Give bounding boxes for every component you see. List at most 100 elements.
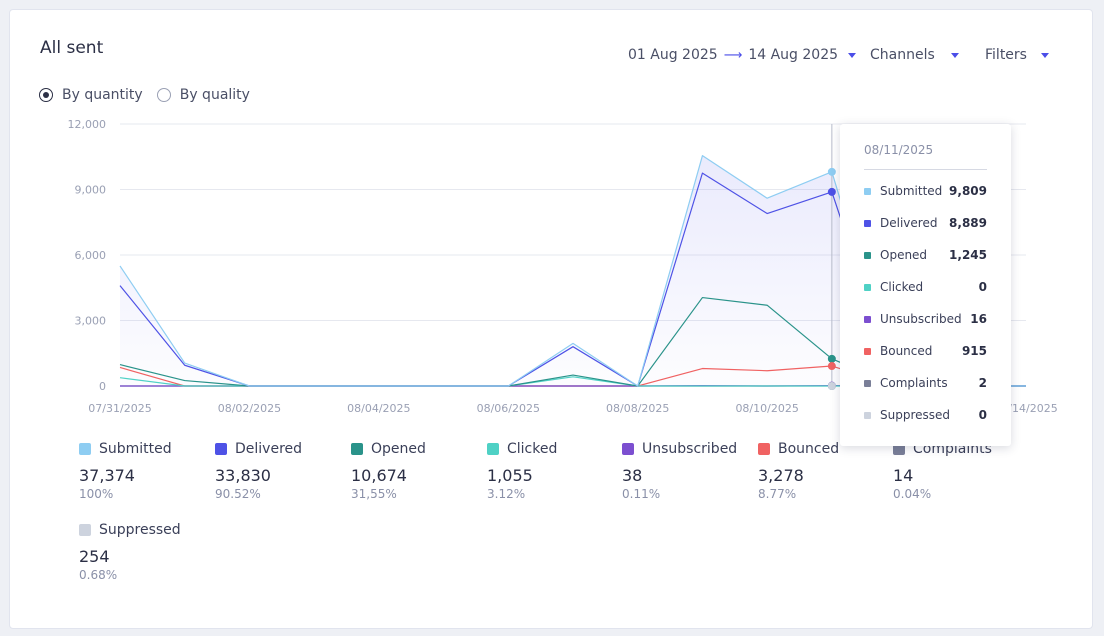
legend-swatch bbox=[487, 443, 499, 455]
legend-total: 33,830 bbox=[215, 466, 271, 485]
tooltip-value: 1,245 bbox=[949, 248, 987, 262]
legend-item-submitted[interactable]: Submitted 37,374 100% bbox=[79, 441, 209, 501]
x-tick-label: 08/06/2025 bbox=[477, 402, 540, 415]
radio-unchecked-icon bbox=[156, 88, 171, 102]
tooltip-row-submitted: Submitted 9,809 bbox=[864, 184, 987, 198]
y-tick-label: 3,000 bbox=[75, 315, 107, 328]
tooltip-label: Opened bbox=[880, 248, 928, 262]
legend-total: 38 bbox=[622, 466, 643, 485]
legend-total: 254 bbox=[79, 547, 110, 566]
legend-label: Suppressed bbox=[99, 522, 181, 538]
tooltip-value: 0 bbox=[978, 280, 987, 294]
hover-point-suppressed bbox=[827, 382, 836, 390]
legend-label: Submitted bbox=[99, 441, 172, 457]
hover-point-submitted bbox=[827, 167, 836, 176]
tooltip-label: Submitted bbox=[880, 184, 943, 198]
legend-item-suppressed[interactable]: Suppressed 254 0.68% bbox=[79, 522, 209, 582]
tooltip-row-bounced: Bounced 915 bbox=[864, 344, 987, 358]
legend-total: 14 bbox=[893, 466, 914, 485]
chevron-down-icon bbox=[950, 52, 959, 58]
legend-percent: 0.11% bbox=[622, 487, 661, 501]
legend-item-complaints[interactable]: Complaints 14 0.04% bbox=[893, 441, 1023, 501]
tooltip-swatch bbox=[864, 187, 871, 195]
date-from: 01 Aug 2025 bbox=[628, 47, 718, 63]
radio-label: By quality bbox=[179, 87, 250, 103]
legend-percent: 3.12% bbox=[487, 487, 526, 501]
y-tick-label: 6,000 bbox=[75, 249, 107, 262]
radio-by-quality[interactable]: By quality bbox=[156, 87, 250, 103]
legend-item-bounced[interactable]: Bounced 3,278 8.77% bbox=[758, 441, 888, 501]
tooltip-swatch bbox=[864, 251, 871, 259]
legend-label: Unsubscribed bbox=[642, 441, 738, 457]
x-tick-label: 08/10/2025 bbox=[735, 402, 798, 415]
tooltip-row-unsubscribed: Unsubscribed 16 bbox=[864, 312, 987, 326]
hover-point-bounced bbox=[827, 362, 836, 371]
tooltip-value: 915 bbox=[961, 344, 987, 358]
view-mode-toggle: By quantity By quality bbox=[39, 87, 264, 103]
tooltip-swatch bbox=[864, 347, 871, 355]
tooltip-swatch bbox=[864, 315, 871, 323]
tooltip-label: Clicked bbox=[880, 280, 924, 294]
tooltip-value: 0 bbox=[978, 408, 987, 422]
chart-tooltip: 08/11/2025 Submitted 9,809 Delivered 8,889… bbox=[840, 124, 1011, 446]
tooltip-swatch bbox=[864, 283, 871, 291]
x-tick-label: 07/31/2025 bbox=[88, 402, 151, 415]
legend-swatch bbox=[351, 443, 363, 455]
chevron-down-icon bbox=[1040, 52, 1049, 58]
legend-total: 1,055 bbox=[487, 466, 533, 485]
radio-checked-icon bbox=[39, 88, 53, 102]
hover-point-delivered bbox=[827, 187, 836, 196]
legend-label: Clicked bbox=[507, 441, 558, 457]
legend-total: 3,278 bbox=[758, 466, 804, 485]
tooltip-row-opened: Opened 1,245 bbox=[864, 248, 987, 262]
radio-label: By quantity bbox=[62, 87, 143, 103]
tooltip-row-clicked: Clicked 0 bbox=[864, 280, 987, 294]
tooltip-value: 9,809 bbox=[949, 184, 987, 198]
legend-percent: 0.04% bbox=[893, 487, 932, 501]
y-tick-label: 9,000 bbox=[75, 184, 107, 197]
tooltip-swatch bbox=[864, 379, 871, 387]
tooltip-swatch bbox=[864, 219, 871, 227]
tooltip-row-suppressed: Suppressed 0 bbox=[864, 408, 987, 422]
filters-dropdown[interactable]: Filters bbox=[985, 47, 1049, 63]
legend-swatch bbox=[758, 443, 770, 455]
tooltip-value: 8,889 bbox=[949, 216, 987, 230]
tooltip-label: Complaints bbox=[880, 376, 948, 390]
x-tick-label: 08/04/2025 bbox=[347, 402, 410, 415]
legend-label: Delivered bbox=[235, 441, 303, 457]
tooltip-swatch bbox=[864, 411, 871, 419]
filters-label: Filters bbox=[985, 47, 1027, 63]
line-chart[interactable]: 0 3,000 6,000 9,000 12,000 07/31/2025 08/02/20… bbox=[10, 10, 1092, 430]
date-to: 14 Aug 2025 bbox=[748, 47, 839, 63]
tooltip-label: Delivered bbox=[880, 216, 938, 230]
tooltip-value: 2 bbox=[978, 376, 987, 390]
legend-total: 10,674 bbox=[351, 466, 407, 485]
x-tick-label: 08/02/2025 bbox=[218, 402, 281, 415]
legend-swatch bbox=[622, 443, 634, 455]
page-title: All sent bbox=[40, 38, 104, 58]
legend-percent: 90.52% bbox=[215, 487, 261, 501]
legend-percent: 8.77% bbox=[758, 487, 797, 501]
legend-item-clicked[interactable]: Clicked 1,055 3.12% bbox=[487, 441, 617, 501]
tooltip-label: Bounced bbox=[880, 344, 933, 358]
tooltip-label: Suppressed bbox=[880, 408, 951, 422]
channels-dropdown[interactable]: Channels bbox=[870, 47, 959, 63]
tooltip-label: Unsubscribed bbox=[880, 312, 962, 326]
chevron-down-icon bbox=[848, 52, 857, 58]
legend-total: 37,374 bbox=[79, 466, 135, 485]
tooltip-date: 08/11/2025 bbox=[864, 143, 934, 157]
y-tick-label: 0 bbox=[99, 380, 106, 393]
radio-by-quantity[interactable]: By quantity bbox=[39, 87, 143, 103]
legend-swatch bbox=[79, 524, 91, 536]
legend-percent: 0.68% bbox=[79, 568, 118, 582]
all-sent-card: All sent 01 Aug 2025 ⟶ 14 Aug 2025 Chann… bbox=[9, 9, 1093, 629]
legend-swatch bbox=[79, 443, 91, 455]
legend-item-delivered[interactable]: Delivered 33,830 90.52% bbox=[215, 441, 345, 501]
tooltip-value: 16 bbox=[970, 312, 987, 326]
area-fill-submitted bbox=[120, 155, 1026, 386]
date-range-picker[interactable]: 01 Aug 2025 ⟶ 14 Aug 2025 bbox=[628, 47, 857, 63]
legend-swatch bbox=[893, 443, 905, 455]
legend-item-unsubscribed[interactable]: Unsubscribed 38 0.11% bbox=[622, 441, 752, 501]
legend-percent: 100% bbox=[79, 487, 114, 501]
legend-item-opened[interactable]: Opened 10,674 31,55% bbox=[351, 441, 481, 501]
